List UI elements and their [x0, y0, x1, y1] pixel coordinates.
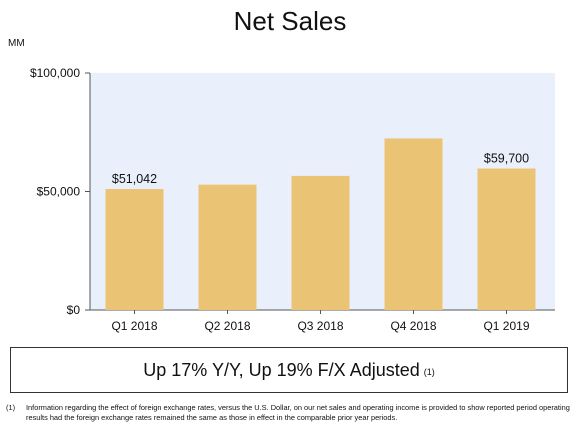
callout-footnote-ref: (1)	[423, 367, 435, 377]
y-tick-label: $100,000	[30, 66, 80, 80]
bar-q4-2018	[384, 138, 443, 310]
x-tick-label: Q2 2018	[204, 319, 250, 333]
y-tick-label: $50,000	[37, 185, 81, 199]
footnote-number: (1)	[6, 403, 16, 412]
data-label: $51,042	[112, 172, 157, 186]
unit-label: MM	[8, 38, 25, 49]
data-label: $59,700	[484, 152, 529, 166]
x-tick-label: Q1 2018	[111, 319, 157, 333]
bar-q2-2018	[198, 184, 257, 310]
bar-q3-2018	[291, 175, 350, 310]
growth-callout-text: Up 17% Y/Y, Up 19% F/X Adjusted	[143, 359, 420, 380]
bar-q1-2019	[477, 168, 536, 310]
x-tick-label: Q3 2018	[297, 319, 343, 333]
growth-callout-box: Up 17% Y/Y, Up 19% F/X Adjusted (1)	[10, 347, 568, 393]
y-tick-label: $0	[67, 303, 81, 317]
footnote-text: Information regarding the effect of fore…	[26, 403, 570, 422]
chart-title: Net Sales	[233, 6, 347, 36]
footnote: (1) Information regarding the effect of …	[6, 403, 574, 423]
bar-q1-2018	[105, 189, 164, 310]
net-sales-bar-chart: $0 $50,000 $100,000 Q1 2018 $51,042 Q2 2018 Q3…	[30, 66, 555, 333]
x-tick-label: Q4 2018	[390, 319, 436, 333]
x-tick-label: Q1 2019	[483, 319, 529, 333]
